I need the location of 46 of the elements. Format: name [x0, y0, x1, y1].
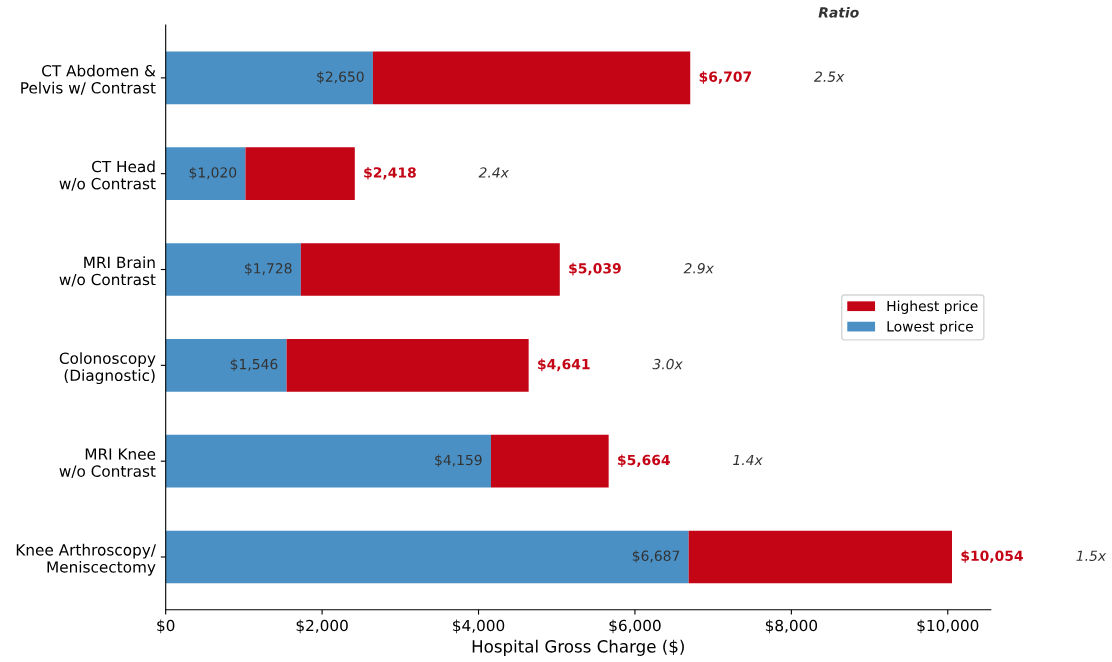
total-label: $6,707	[699, 71, 752, 84]
annotation: 2.4x	[478, 167, 509, 178]
total-label: $2,418	[364, 166, 416, 180]
total-label: $5,664	[618, 454, 670, 468]
annotation: 1.4x	[733, 454, 763, 465]
bar	[165, 434, 491, 488]
x-tick-label: $4,000	[453, 619, 505, 634]
bar	[165, 243, 301, 296]
y-tick-label: CT Head w/o Contrast	[59, 160, 156, 191]
bar	[165, 51, 373, 105]
data-label: $1,546	[230, 358, 278, 372]
bar	[372, 51, 691, 105]
x-tick-label: $6,000	[609, 619, 661, 634]
y-tick-label: Knee Arthroscopy/ Meniscectomy	[16, 543, 156, 576]
bar	[165, 147, 246, 201]
bar	[688, 530, 952, 584]
total-label: $5,039	[569, 262, 621, 276]
data-label: $2,650	[317, 71, 364, 84]
x-tick-label: $0	[157, 619, 175, 634]
x-tick-label: $2,000	[296, 619, 348, 634]
annotation: 3.0x	[652, 358, 683, 370]
bar	[300, 243, 560, 296]
data-label: $6,687	[632, 550, 680, 563]
x-tick-label: $10,000	[917, 619, 979, 634]
total-label: $4,641	[538, 358, 590, 372]
bar	[490, 434, 609, 488]
y-tick-label: MRI Brain w/o Contrast	[59, 256, 156, 287]
legend-label: Lowest price	[887, 320, 973, 335]
text: 1.5x	[1076, 550, 1107, 562]
y-tick-label: CT Abdomen & Pelvis w/ Contrast	[21, 64, 156, 95]
annotation: 2.9x	[683, 263, 714, 274]
data-label: $4,159	[435, 454, 482, 468]
bar	[245, 147, 355, 201]
bar	[286, 338, 529, 392]
bar	[165, 530, 689, 584]
x-tick-label: $8,000	[765, 619, 818, 634]
data-label: $1,728	[245, 262, 292, 276]
y-tick-label: Colonoscopy (Diagnostic)	[59, 352, 156, 385]
bar	[165, 338, 287, 392]
legend-label: Highest price	[887, 300, 978, 314]
annotation: 2.5x	[814, 71, 845, 82]
text: Ratio	[818, 6, 859, 18]
x-axis-title: Hospital Gross Charge ($)	[472, 639, 684, 656]
data-label: $1,020	[189, 166, 237, 180]
total-label: $10,054	[961, 550, 1023, 563]
y-tick-label: MRI Knee w/o Contrast	[59, 448, 156, 479]
